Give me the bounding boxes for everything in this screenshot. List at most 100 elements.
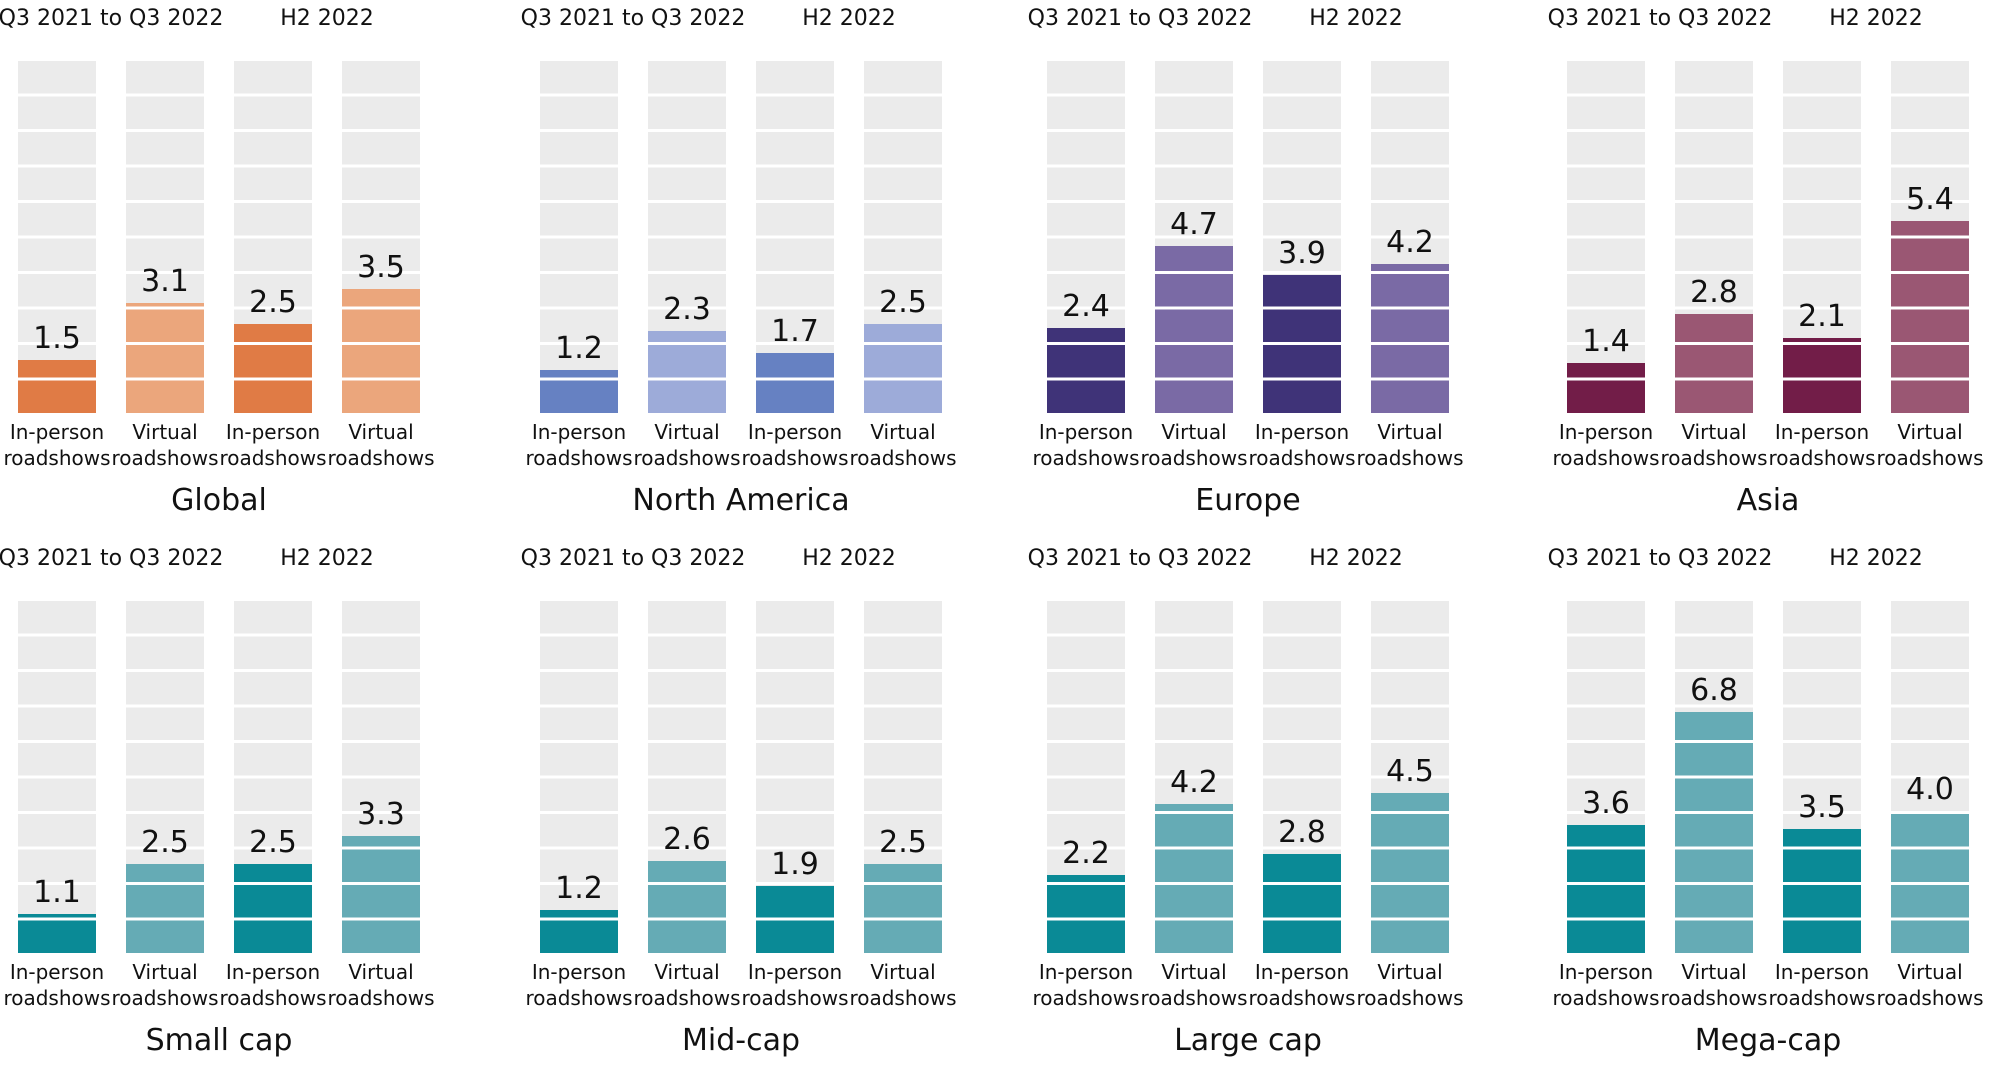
bar-fill [648, 860, 726, 953]
bar: 3.1 [126, 58, 204, 413]
bar: 1.2 [540, 58, 618, 413]
category-label: Virtual roadshows [1876, 420, 1984, 470]
category-label: In-person roadshows [741, 420, 849, 470]
category-label: Virtual roadshows [849, 960, 957, 1010]
bar-track [540, 598, 618, 953]
period-label: Q3 2021 to Q3 2022 [0, 546, 224, 571]
chart-panel: Q3 2021 to Q3 2022 H2 2022 2.4 In-person ro… [1028, 0, 1464, 540]
category-label: In-person roadshows [525, 420, 633, 470]
chart-panel: Q3 2021 to Q3 2022 H2 2022 3.6 In-person ro… [1548, 540, 1984, 1080]
bar: 5.4 [1891, 58, 1969, 413]
data-label: 2.5 [879, 285, 927, 321]
category-label: In-person roadshows [1552, 420, 1660, 470]
period-label: Q3 2021 to Q3 2022 [1027, 546, 1253, 571]
period-label: Q3 2021 to Q3 2022 [520, 546, 746, 571]
bar: 1.2 [540, 598, 618, 953]
data-label: 3.3 [357, 796, 405, 832]
group-title: Asia [1736, 483, 1800, 518]
bar: 2.1 [1783, 58, 1861, 413]
period-label: H2 2022 [1309, 6, 1403, 31]
data-label: 2.1 [1798, 299, 1846, 335]
period-label: Q3 2021 to Q3 2022 [0, 6, 224, 31]
period-label: H2 2022 [280, 6, 374, 31]
bar: 2.5 [864, 58, 942, 413]
bar-fill [540, 370, 618, 413]
data-label: 3.9 [1278, 235, 1326, 271]
category-label: Virtual roadshows [111, 960, 219, 1010]
period-label: Q3 2021 to Q3 2022 [1547, 6, 1773, 31]
category-label: Virtual roadshows [327, 420, 435, 470]
bar: 3.9 [1263, 58, 1341, 413]
data-label: 2.2 [1062, 835, 1110, 871]
bar-fill [1567, 825, 1645, 953]
bar: 1.5 [18, 58, 96, 413]
category-label: Virtual roadshows [1356, 420, 1464, 470]
bar-fill [1263, 853, 1341, 953]
period-label: H2 2022 [1309, 546, 1403, 571]
bar: 3.6 [1567, 598, 1645, 953]
bar: 2.6 [648, 598, 726, 953]
category-label: Virtual roadshows [1876, 960, 1984, 1010]
period-label: H2 2022 [280, 546, 374, 571]
bar: 3.5 [342, 58, 420, 413]
bar-fill [756, 352, 834, 413]
category-label: In-person roadshows [1248, 960, 1356, 1010]
data-label: 2.5 [141, 825, 189, 861]
category-label: Virtual roadshows [1660, 960, 1768, 1010]
bar-fill [1371, 793, 1449, 953]
group-title: Mid-cap [681, 1023, 801, 1058]
bar-fill [1047, 874, 1125, 953]
data-label: 2.5 [249, 285, 297, 321]
bar: 2.3 [648, 58, 726, 413]
data-label: 3.5 [1798, 789, 1846, 825]
chart-grid: Q3 2021 to Q3 2022 H2 2022 1.5 In-person ro… [0, 0, 1984, 1058]
bar: 2.5 [234, 598, 312, 953]
bar-fill [126, 864, 204, 953]
bar: 2.4 [1047, 58, 1125, 413]
category-label: Virtual roadshows [1356, 960, 1464, 1010]
period-label: Q3 2021 to Q3 2022 [1547, 546, 1773, 571]
bar-track [540, 58, 618, 413]
data-label: 2.8 [1690, 274, 1738, 310]
period-label: H2 2022 [1829, 546, 1923, 571]
category-label: Virtual roadshows [1660, 420, 1768, 470]
data-label: 6.8 [1690, 672, 1738, 708]
chart-panel: Q3 2021 to Q3 2022 H2 2022 1.2 In-person ro… [521, 0, 957, 540]
data-label: 1.7 [771, 313, 819, 349]
bar: 2.5 [234, 58, 312, 413]
chart-panel: Q3 2021 to Q3 2022 H2 2022 1.5 In-person ro… [0, 0, 435, 540]
category-label: In-person roadshows [1768, 960, 1876, 1010]
bar: 4.5 [1371, 598, 1449, 953]
data-label: 2.4 [1062, 288, 1110, 324]
bar: 2.5 [864, 598, 942, 953]
category-label: In-person roadshows [3, 960, 111, 1010]
bar-track [18, 58, 96, 413]
category-label: In-person roadshows [1768, 420, 1876, 470]
category-label: Virtual roadshows [633, 420, 741, 470]
data-label: 4.2 [1170, 764, 1218, 800]
data-label: 5.4 [1906, 182, 1954, 218]
group-title: North America [632, 483, 850, 518]
bar-fill [1891, 811, 1969, 953]
bar-fill [234, 324, 312, 413]
data-label: 1.1 [33, 874, 81, 910]
bar: 4.2 [1155, 598, 1233, 953]
period-label: Q3 2021 to Q3 2022 [520, 6, 746, 31]
category-label: In-person roadshows [741, 960, 849, 1010]
bar-fill [18, 913, 96, 953]
bar: 2.2 [1047, 598, 1125, 953]
category-label: In-person roadshows [525, 960, 633, 1010]
bar-fill [234, 864, 312, 953]
bar-fill [1567, 363, 1645, 413]
data-label: 1.2 [555, 871, 603, 907]
data-label: 3.6 [1582, 786, 1630, 822]
bar-track [1567, 58, 1645, 413]
data-label: 4.0 [1906, 772, 1954, 807]
bar: 1.4 [1567, 58, 1645, 413]
data-label: 4.2 [1386, 224, 1434, 260]
bar: 6.8 [1675, 598, 1753, 953]
bar-fill [1047, 327, 1125, 413]
category-label: In-person roadshows [219, 960, 327, 1010]
chart-panel: Q3 2021 to Q3 2022 H2 2022 1.1 In-person ro… [0, 540, 435, 1080]
bar-fill [1155, 246, 1233, 413]
